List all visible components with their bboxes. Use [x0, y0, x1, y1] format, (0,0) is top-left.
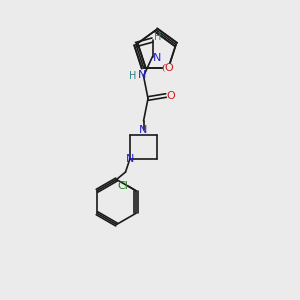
Text: Cl: Cl — [117, 181, 128, 191]
Text: O: O — [166, 91, 175, 100]
Text: O: O — [164, 63, 173, 73]
Text: N: N — [138, 70, 146, 80]
Text: N: N — [153, 53, 161, 63]
Text: N: N — [139, 125, 148, 135]
Text: H: H — [129, 71, 136, 81]
Text: O: O — [161, 64, 170, 74]
Text: H: H — [154, 32, 162, 42]
Text: N: N — [126, 154, 134, 164]
